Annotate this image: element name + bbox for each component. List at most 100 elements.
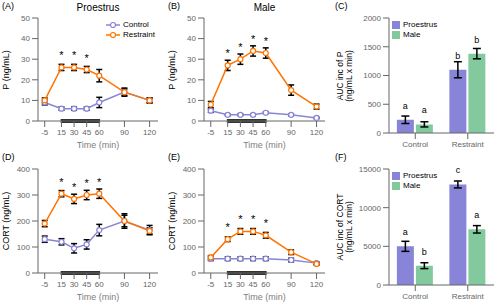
svg-text:200: 200 <box>183 217 197 226</box>
svg-text:*: * <box>72 181 77 193</box>
svg-text:60: 60 <box>95 280 104 289</box>
svg-text:*: * <box>251 33 256 45</box>
html-text:P (ng/mL): P (ng/mL) <box>167 49 178 90</box>
svg-text:Control: Control <box>402 292 428 301</box>
svg-text:-5: -5 <box>207 280 215 289</box>
svg-text:400: 400 <box>183 165 197 174</box>
svg-text:120: 120 <box>143 280 157 289</box>
html-text:AUC inc of CORT (ng/mL x min): AUC inc of CORT (ng/mL x min) <box>334 193 354 261</box>
svg-text:90: 90 <box>287 280 296 289</box>
svg-text:30: 30 <box>236 128 245 137</box>
svg-text:0: 0 <box>192 269 197 278</box>
svg-text:*: * <box>97 176 102 188</box>
svg-text:30: 30 <box>70 128 79 137</box>
svg-text:Control: Control <box>402 140 428 149</box>
svg-text:40: 40 <box>21 34 30 43</box>
svg-text:0: 0 <box>26 117 31 126</box>
svg-text:10000: 10000 <box>359 204 382 213</box>
svg-text:45: 45 <box>249 280 258 289</box>
svg-text:30: 30 <box>70 280 79 289</box>
html-text:(A): (A) <box>2 1 14 11</box>
svg-text:60: 60 <box>95 128 104 137</box>
svg-text:*: * <box>59 176 64 188</box>
svg-text:120: 120 <box>143 128 157 137</box>
svg-text:b: b <box>474 35 479 45</box>
svg-text:500: 500 <box>368 100 382 109</box>
svg-text:1000: 1000 <box>363 71 381 80</box>
svg-text:Time (min): Time (min) <box>243 292 286 302</box>
svg-text:90: 90 <box>287 128 296 137</box>
svg-text:5000: 5000 <box>363 242 381 251</box>
svg-text:*: * <box>264 35 269 47</box>
svg-text:-5: -5 <box>41 280 49 289</box>
svg-text:*: * <box>85 52 90 64</box>
html-text:Proestrus: Proestrus <box>76 2 120 13</box>
svg-text:*: * <box>59 49 64 61</box>
svg-text:*: * <box>238 41 243 53</box>
svg-text:45: 45 <box>249 128 258 137</box>
svg-text:a: a <box>474 210 479 220</box>
svg-text:*: * <box>264 217 269 229</box>
svg-text:40: 40 <box>187 34 196 43</box>
svg-text:*: * <box>226 221 231 233</box>
svg-text:1500: 1500 <box>363 43 381 52</box>
svg-text:120: 120 <box>310 280 324 289</box>
svg-text:*: * <box>251 213 256 225</box>
svg-text:90: 90 <box>120 280 129 289</box>
svg-text:0: 0 <box>192 117 197 126</box>
svg-text:-5: -5 <box>207 128 215 137</box>
svg-text:0: 0 <box>377 281 382 290</box>
svg-text:60: 60 <box>261 280 270 289</box>
svg-text:15000: 15000 <box>359 165 382 174</box>
svg-text:Time (min): Time (min) <box>77 140 120 150</box>
svg-text:100: 100 <box>17 243 31 252</box>
svg-text:20: 20 <box>21 76 30 85</box>
svg-text:30: 30 <box>21 55 30 64</box>
svg-text:45: 45 <box>82 128 91 137</box>
svg-text:15: 15 <box>57 280 66 289</box>
svg-text:15: 15 <box>223 128 232 137</box>
svg-text:300: 300 <box>17 191 31 200</box>
svg-text:20: 20 <box>187 76 196 85</box>
svg-text:Time (min): Time (min) <box>243 140 286 150</box>
html-text:Male: Male <box>253 2 276 13</box>
svg-text:45: 45 <box>82 280 91 289</box>
svg-text:a: a <box>403 101 408 111</box>
svg-text:-5: -5 <box>41 128 49 137</box>
svg-text:100: 100 <box>183 243 197 252</box>
svg-text:Restraint: Restraint <box>452 140 485 149</box>
svg-text:30: 30 <box>236 280 245 289</box>
svg-text:30: 30 <box>187 55 196 64</box>
html-text:AUC inc of P (ng/mL x min): AUC inc of P (ng/mL x min) <box>334 49 354 102</box>
svg-text:*: * <box>85 177 90 189</box>
svg-text:a: a <box>422 105 427 115</box>
svg-text:b: b <box>422 247 427 257</box>
svg-text:90: 90 <box>120 128 129 137</box>
svg-text:50: 50 <box>187 14 196 23</box>
svg-text:c: c <box>456 165 461 175</box>
svg-text:0: 0 <box>26 269 31 278</box>
svg-text:400: 400 <box>17 165 31 174</box>
html-text:(B): (B) <box>168 1 180 11</box>
svg-text:10: 10 <box>21 96 30 105</box>
svg-text:a: a <box>403 227 408 237</box>
svg-text:Restraint: Restraint <box>452 292 485 301</box>
svg-text:b: b <box>455 51 460 61</box>
svg-text:*: * <box>238 213 243 225</box>
svg-text:50: 50 <box>21 14 30 23</box>
html-text:CORT (ng/mL): CORT (ng/mL) <box>1 191 12 251</box>
html-text:P (ng/mL): P (ng/mL) <box>1 49 12 90</box>
svg-text:120: 120 <box>310 128 324 137</box>
svg-text:Time (min): Time (min) <box>77 292 120 302</box>
svg-text:*: * <box>72 49 77 61</box>
svg-text:60: 60 <box>261 128 270 137</box>
svg-text:0: 0 <box>377 129 382 138</box>
svg-text:15: 15 <box>57 128 66 137</box>
svg-text:15: 15 <box>223 280 232 289</box>
svg-text:2000: 2000 <box>363 14 381 23</box>
svg-text:*: * <box>226 47 231 59</box>
svg-text:10: 10 <box>187 96 196 105</box>
html-text:CORT (ng/mL): CORT (ng/mL) <box>167 191 178 251</box>
svg-text:200: 200 <box>17 217 31 226</box>
svg-text:300: 300 <box>183 191 197 200</box>
